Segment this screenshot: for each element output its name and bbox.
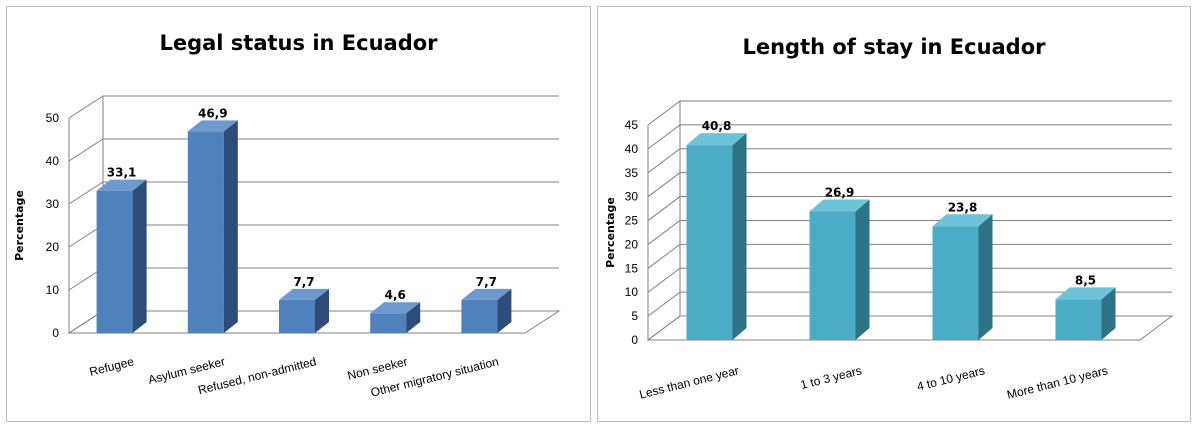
y-tick-label: 30 bbox=[46, 197, 60, 211]
bar-top bbox=[187, 120, 238, 132]
bar-top bbox=[809, 199, 870, 212]
bar-front bbox=[370, 313, 407, 333]
y-axis-label: Percentage bbox=[604, 197, 617, 268]
bar-top bbox=[370, 302, 421, 314]
bar-front bbox=[461, 299, 498, 333]
data-label: 26,9 bbox=[825, 185, 855, 199]
gridline bbox=[68, 95, 559, 119]
bar-top bbox=[279, 288, 329, 300]
bar bbox=[932, 214, 993, 340]
y-tick-label: 5 bbox=[631, 309, 638, 323]
y-tick-label: 20 bbox=[625, 237, 639, 251]
data-label: 8,5 bbox=[1075, 273, 1096, 287]
y-tick-label: 10 bbox=[46, 283, 60, 297]
bar-side bbox=[978, 214, 993, 340]
y-tick-label: 40 bbox=[625, 142, 639, 156]
category-label: More than 10 years bbox=[1006, 363, 1110, 402]
y-tick-label: 35 bbox=[625, 166, 639, 180]
bar bbox=[279, 288, 329, 333]
data-label: 46,9 bbox=[198, 106, 228, 120]
bar-front bbox=[279, 299, 315, 333]
bar-side bbox=[855, 199, 870, 340]
bar-top bbox=[96, 179, 147, 191]
bar-top bbox=[461, 288, 512, 300]
bar-front bbox=[96, 190, 133, 333]
y-tick-label: 15 bbox=[625, 261, 639, 275]
bar bbox=[96, 179, 147, 333]
category-label: Refugee bbox=[88, 354, 136, 379]
bar-front bbox=[932, 226, 979, 340]
bar-side bbox=[732, 133, 747, 340]
category-label: 1 to 3 years bbox=[799, 363, 863, 392]
bar bbox=[370, 302, 421, 333]
chart-title: Legal status in Ecuador bbox=[159, 31, 438, 55]
y-tick-label: 50 bbox=[46, 111, 60, 125]
y-tick-label: 0 bbox=[631, 333, 638, 347]
data-label: 7,7 bbox=[293, 275, 314, 289]
bar-front bbox=[187, 131, 224, 333]
bar bbox=[187, 120, 238, 333]
bar-side bbox=[406, 302, 421, 333]
y-tick-label: 40 bbox=[46, 154, 60, 168]
chart-panel-length-of-stay: Length of stay in Ecuador 0 5 10 15 20 25 30 35… bbox=[597, 6, 1191, 422]
bar-side bbox=[132, 179, 147, 333]
bar bbox=[686, 133, 747, 340]
category-label: Less than one year bbox=[638, 363, 740, 401]
y-tick-label: 25 bbox=[625, 214, 639, 228]
y-tick-label: 20 bbox=[46, 240, 60, 254]
bar-chart-legal-status: 01020304050Percentage33,1Refugee46,9Asyl… bbox=[13, 95, 561, 400]
bar-side bbox=[223, 120, 238, 333]
y-tick-label: 10 bbox=[625, 285, 639, 299]
bar-top bbox=[1055, 287, 1116, 300]
data-label: 40,8 bbox=[702, 119, 732, 133]
y-tick-label: 0 bbox=[52, 326, 59, 340]
bar-top bbox=[932, 214, 993, 227]
category-label: 4 to 10 years bbox=[916, 363, 987, 393]
bar-side bbox=[497, 288, 512, 333]
bar-front bbox=[1055, 299, 1102, 340]
data-label: 23,8 bbox=[948, 200, 978, 214]
bar bbox=[809, 199, 870, 340]
data-label: 33,1 bbox=[107, 166, 137, 180]
bar-front bbox=[686, 145, 733, 340]
bar-side bbox=[1101, 287, 1116, 340]
bar-top bbox=[686, 133, 747, 146]
bar-front bbox=[809, 211, 856, 340]
bar-side bbox=[315, 288, 329, 333]
gridline bbox=[68, 138, 559, 162]
y-axis-label: Percentage bbox=[13, 190, 26, 261]
data-label: 7,7 bbox=[476, 275, 497, 289]
chart-title: Length of stay in Ecuador bbox=[742, 35, 1046, 59]
bar bbox=[1055, 287, 1116, 340]
y-tick-label: 30 bbox=[625, 190, 639, 204]
bar bbox=[461, 288, 512, 333]
bar-chart-length-of-stay: 0 5 10 15 20 25 30 35 40 45 Percentage 40,8 Less tha… bbox=[604, 100, 1174, 402]
y-tick-label: 45 bbox=[625, 118, 639, 132]
data-label: 4,6 bbox=[385, 288, 406, 302]
chart-panel-legal-status: Legal status in Ecuador 0 10 20 30 40 50 Perce… bbox=[6, 6, 591, 422]
